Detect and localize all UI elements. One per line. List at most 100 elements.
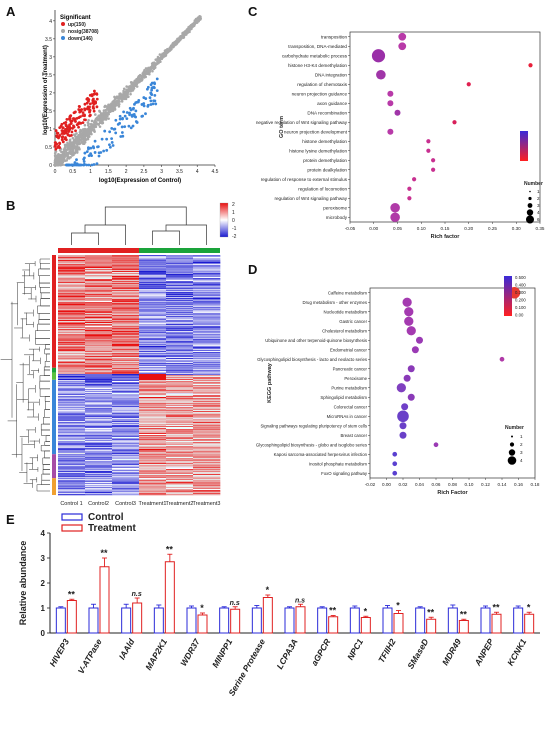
heatmap-cell: [112, 494, 140, 496]
heatmap-cell: [193, 307, 221, 309]
heatmap-cell: [166, 305, 194, 307]
heatmap-cell: [139, 383, 167, 385]
heatmap-cell: [58, 276, 86, 278]
heatmap-cell: [58, 468, 86, 470]
heatmap-cell: [139, 474, 167, 476]
point-nosig: [63, 159, 67, 162]
heatmap-cell: [193, 444, 221, 446]
kegg-pathway-label: Glycosphingolipid biosynthesis - lacto a…: [257, 357, 367, 362]
heatmap-cell: [58, 475, 86, 477]
point-down: [118, 121, 122, 125]
point-nosig: [181, 31, 184, 35]
x-tick-label-c: 0.25: [488, 226, 497, 231]
heatmap-cell: [112, 398, 140, 400]
heatmap-cell: [112, 349, 140, 351]
heatmap-cell: [139, 285, 167, 287]
color-scale-tick-d: 0.400: [515, 283, 526, 288]
heatmap-cell: [193, 308, 221, 310]
heatmap-cell: [112, 489, 140, 491]
heatmap-cell: [166, 358, 194, 360]
heatmap-cell: [58, 295, 86, 297]
heatmap-cell: [139, 442, 167, 444]
heatmap-cell: [112, 446, 140, 448]
heatmap-cell: [85, 412, 113, 414]
point-up: [81, 114, 85, 117]
heatmap-cell: [139, 287, 167, 289]
heatmap-cell: [139, 307, 167, 309]
heatmap-cell: [58, 314, 86, 316]
heatmap-cell: [166, 277, 194, 279]
heatmap-cell: [139, 406, 167, 408]
heatmap-cell: [85, 314, 113, 316]
heatmap-cell: [85, 333, 113, 335]
heatmap-cell: [139, 453, 167, 455]
size-legend-marker-c: [529, 190, 531, 193]
heatmap-cell: [166, 338, 194, 340]
heatmap-cell: [112, 450, 140, 452]
group-bar-control: [58, 248, 139, 253]
heatmap-cell: [139, 268, 167, 270]
heatmap-cell: [112, 481, 140, 483]
heatmap-cell: [193, 294, 221, 296]
point-nosig: [94, 113, 97, 116]
heatmap-cell: [58, 431, 86, 433]
heatmap-cell: [85, 478, 113, 480]
heatmap-cell: [58, 407, 86, 409]
heatmap-cell: [85, 430, 113, 432]
heatmap-cell: [166, 342, 194, 344]
heatmap-cell: [166, 336, 194, 338]
point-down: [85, 150, 89, 154]
heatmap-cell: [139, 269, 167, 271]
point-down: [95, 162, 99, 166]
heatmap-cell: [166, 393, 194, 395]
heatmap-cell: [166, 275, 194, 277]
heatmap-cell: [112, 400, 140, 402]
heatmap-cell: [58, 355, 86, 357]
heatmap-cell: [58, 480, 86, 482]
heatmap-cell: [58, 349, 86, 351]
heatmap-cell: [139, 378, 167, 380]
heatmap-cell: [85, 442, 113, 444]
kegg-pathway-label: Colorectal cancer: [334, 404, 368, 409]
heatmap-cell: [139, 455, 167, 457]
heatmap-cell: [112, 384, 140, 386]
heatmap-cell: [112, 403, 140, 405]
heatmap-cell: [139, 328, 167, 330]
heatmap-cell: [193, 299, 221, 301]
heatmap-cell: [112, 367, 140, 369]
point-nosig: [87, 118, 90, 122]
heatmap-cell: [193, 442, 221, 444]
go-bubble: [426, 139, 431, 144]
heatmap-cell: [166, 489, 194, 491]
heatmap-cell: [58, 471, 86, 473]
heatmap-cell: [193, 320, 221, 322]
heatmap-cell: [112, 408, 140, 410]
heatmap-cell: [112, 382, 140, 384]
heatmap-cell: [166, 360, 194, 362]
heatmap-cell: [139, 294, 167, 296]
heatmap-cell: [112, 325, 140, 327]
bar-treatment: [99, 566, 110, 634]
heatmap-cell: [112, 425, 140, 427]
heatmap-cell: [193, 414, 221, 416]
heatmap-cell: [85, 362, 113, 364]
heatmap-cell: [139, 259, 167, 261]
point-nosig: [72, 142, 76, 146]
heatmap-cell: [112, 352, 140, 354]
heatmap-cell: [112, 420, 140, 422]
heatmap-cell: [193, 449, 221, 451]
point-down: [150, 81, 154, 85]
point-nosig: [74, 145, 78, 149]
heatmap-cell: [139, 412, 167, 414]
point-down: [78, 163, 82, 167]
heatmap-cell: [193, 411, 221, 413]
point-nosig: [197, 18, 200, 22]
heatmap-cell: [193, 269, 221, 271]
heatmap-cell: [85, 257, 113, 259]
heatmap-cell: [85, 302, 113, 304]
heatmap-cell: [58, 311, 86, 313]
go-bubble: [466, 82, 471, 87]
point-down: [127, 124, 131, 128]
heatmap-cell: [85, 284, 113, 286]
heatmap-cell: [166, 490, 194, 492]
